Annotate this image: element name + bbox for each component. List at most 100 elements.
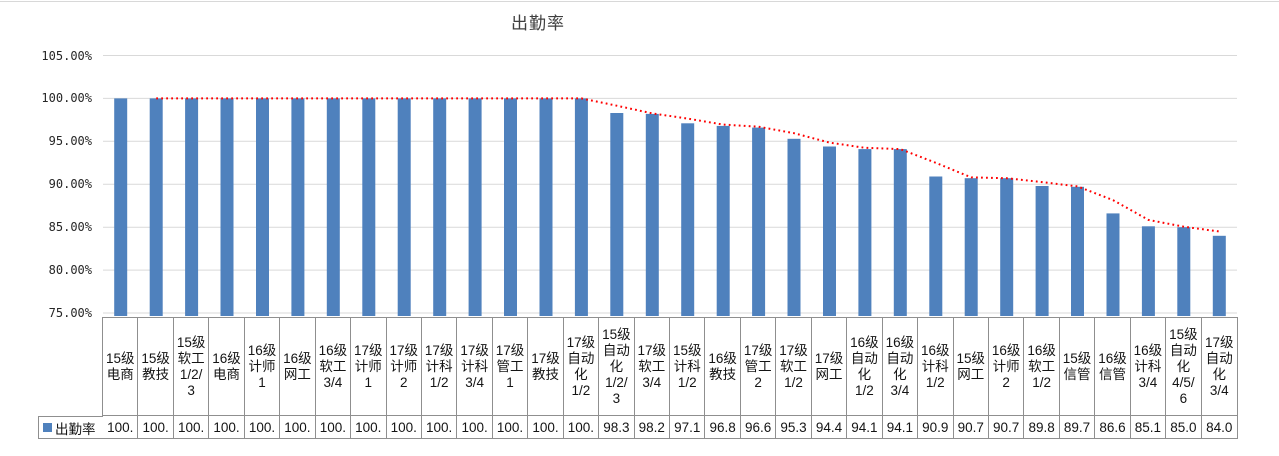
bar (964, 178, 978, 316)
value-cell: 100. (528, 416, 564, 438)
value-cell: 100. (209, 416, 245, 438)
value-cell: 98.2 (635, 416, 670, 438)
category-cell: 15级 教技 (138, 318, 174, 416)
value-cell: 100. (351, 416, 387, 438)
value-cell: 100. (387, 416, 422, 438)
spreadsheet-top-edge-line (0, 1, 1279, 2)
bar (1212, 235, 1226, 317)
bar (893, 149, 907, 316)
y-axis-tick-label: 80.00% (48, 263, 92, 278)
y-axis-tick-label: 95.00% (48, 134, 92, 149)
bar (1106, 213, 1120, 316)
bar (185, 98, 199, 317)
value-cell: 96.6 (741, 416, 777, 438)
category-cell: 17级 自动 化 3/4 (1201, 318, 1237, 416)
value-cell: 86.6 (1095, 416, 1131, 438)
bar (787, 138, 801, 316)
legend: 出勤率 (38, 416, 103, 439)
category-cell: 17级 管工 1 (492, 318, 529, 416)
category-cell: 16级 计科 1/2 (918, 318, 954, 416)
value-cell: 90.7 (989, 416, 1025, 438)
category-cell: 17级 计师 2 (386, 318, 422, 416)
category-cell: 16级 信管 (1095, 318, 1131, 416)
category-cell: 16级 网工 (280, 318, 316, 416)
value-cell: 100. (280, 416, 316, 438)
category-cell: 15级 自动 化 4/5/ 6 (1166, 318, 1202, 416)
category-cell: 15级 自动 化 1/2/ 3 (599, 318, 635, 416)
bar (291, 98, 305, 317)
bar (220, 98, 234, 317)
category-cell: 16级 计师 1 (244, 318, 281, 416)
category-cell: 16级 计科 3/4 (1130, 318, 1167, 416)
bar (681, 123, 695, 316)
value-cell: 85.1 (1131, 416, 1167, 438)
value-cell: 100. (138, 416, 174, 438)
category-cell: 16级 软工 1/2 (1024, 318, 1060, 416)
bar (1035, 186, 1049, 316)
category-cell: 16级 教技 (705, 318, 741, 416)
value-cell: 85.0 (1166, 416, 1202, 438)
category-cell: 17级 计科 3/4 (457, 318, 493, 416)
category-cell: 15级 网工 (953, 318, 989, 416)
category-cell: 16级 计师 2 (988, 318, 1025, 416)
value-cell: 98.3 (599, 416, 635, 438)
value-cell: 100. (103, 416, 139, 438)
category-cell: 17级 计师 1 (351, 318, 387, 416)
category-cell: 15级 信管 (1059, 318, 1096, 416)
y-axis-tick-label: 75.00% (48, 306, 92, 320)
value-cell: 100. (174, 416, 210, 438)
bar (256, 98, 269, 317)
bar (504, 98, 517, 317)
category-cell: 16级 软工 3/4 (315, 318, 352, 416)
value-cell: 89.8 (1024, 416, 1060, 438)
value-cell: 94.1 (883, 416, 919, 438)
value-cell: 97.1 (670, 416, 706, 438)
bar (752, 127, 766, 316)
value-cell: 96.8 (705, 416, 741, 438)
value-cell: 94.4 (812, 416, 848, 438)
value-cell: 100. (245, 416, 281, 438)
bar (1177, 227, 1191, 316)
chart-title: 出勤率 (511, 14, 565, 33)
y-axis-tick-label: 90.00% (48, 177, 92, 192)
category-cell: 17级 管工 2 (740, 318, 777, 416)
value-cell: 100. (422, 416, 458, 438)
bar (1000, 178, 1014, 316)
bar (397, 98, 411, 317)
value-cell: 95.3 (776, 416, 812, 438)
bar (858, 149, 872, 316)
value-cell: 100. (316, 416, 352, 438)
category-cell: 17级 自动 化 1/2 (563, 318, 600, 416)
category-cell: 17级 软工 1/2 (776, 318, 812, 416)
bar (716, 125, 730, 317)
bar (539, 98, 553, 317)
value-cell: 89.7 (1060, 416, 1096, 438)
legend-label: 出勤率 (55, 421, 96, 437)
category-cell: 16级 电商 (209, 318, 245, 416)
bar (1071, 186, 1084, 316)
value-cell: 100. (457, 416, 493, 438)
value-cell: 90.9 (918, 416, 954, 438)
category-cell: 17级 教技 (528, 318, 564, 416)
bar (362, 98, 376, 317)
bar (574, 98, 588, 317)
category-cell: 15级 电商 (103, 318, 139, 416)
bar (610, 113, 624, 316)
legend-series-swatch-icon (43, 423, 52, 432)
moving-average-trendline (156, 97, 1220, 233)
category-cell: 15级 软工 1/2/ 3 (173, 318, 210, 416)
y-axis-tick-label: 100.00% (41, 91, 92, 106)
category-cell: 15级 计科 1/2 (670, 318, 706, 416)
bar (326, 98, 340, 317)
category-cell: 16级 自动 化 3/4 (882, 318, 919, 416)
bar (1141, 226, 1155, 316)
bar (433, 98, 447, 317)
value-cell: 100. (493, 416, 529, 438)
category-cell: 16级 自动 化 1/2 (847, 318, 883, 416)
value-cell: 90.7 (954, 416, 989, 438)
bar (823, 146, 836, 316)
bar (468, 98, 482, 317)
